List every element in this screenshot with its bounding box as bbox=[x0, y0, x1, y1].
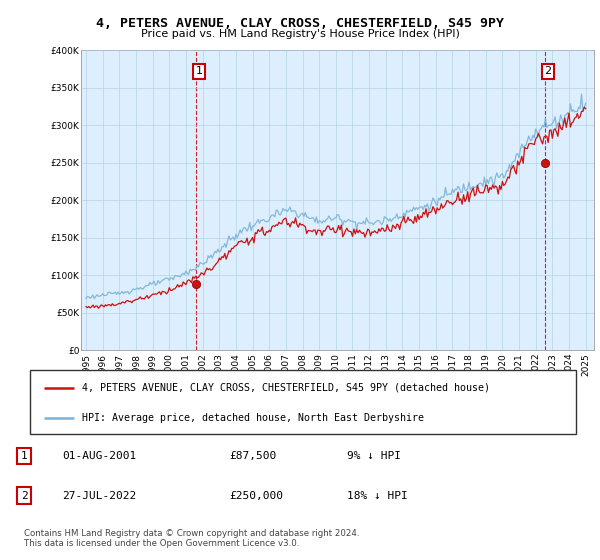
Text: Price paid vs. HM Land Registry's House Price Index (HPI): Price paid vs. HM Land Registry's House … bbox=[140, 29, 460, 39]
Text: £87,500: £87,500 bbox=[229, 451, 277, 461]
Text: 01-AUG-2001: 01-AUG-2001 bbox=[62, 451, 136, 461]
Text: 4, PETERS AVENUE, CLAY CROSS, CHESTERFIELD, S45 9PY (detached house): 4, PETERS AVENUE, CLAY CROSS, CHESTERFIE… bbox=[82, 382, 490, 393]
Text: Contains HM Land Registry data © Crown copyright and database right 2024.
This d: Contains HM Land Registry data © Crown c… bbox=[24, 529, 359, 548]
Text: 1: 1 bbox=[196, 67, 202, 76]
Text: £250,000: £250,000 bbox=[229, 491, 283, 501]
Text: 1: 1 bbox=[21, 451, 28, 461]
Text: 2: 2 bbox=[21, 491, 28, 501]
Text: 2: 2 bbox=[544, 67, 551, 76]
Text: 18% ↓ HPI: 18% ↓ HPI bbox=[347, 491, 408, 501]
Text: 27-JUL-2022: 27-JUL-2022 bbox=[62, 491, 136, 501]
Text: 4, PETERS AVENUE, CLAY CROSS, CHESTERFIELD, S45 9PY: 4, PETERS AVENUE, CLAY CROSS, CHESTERFIE… bbox=[96, 17, 504, 30]
Text: 9% ↓ HPI: 9% ↓ HPI bbox=[347, 451, 401, 461]
Text: HPI: Average price, detached house, North East Derbyshire: HPI: Average price, detached house, Nort… bbox=[82, 413, 424, 423]
FancyBboxPatch shape bbox=[30, 370, 576, 434]
